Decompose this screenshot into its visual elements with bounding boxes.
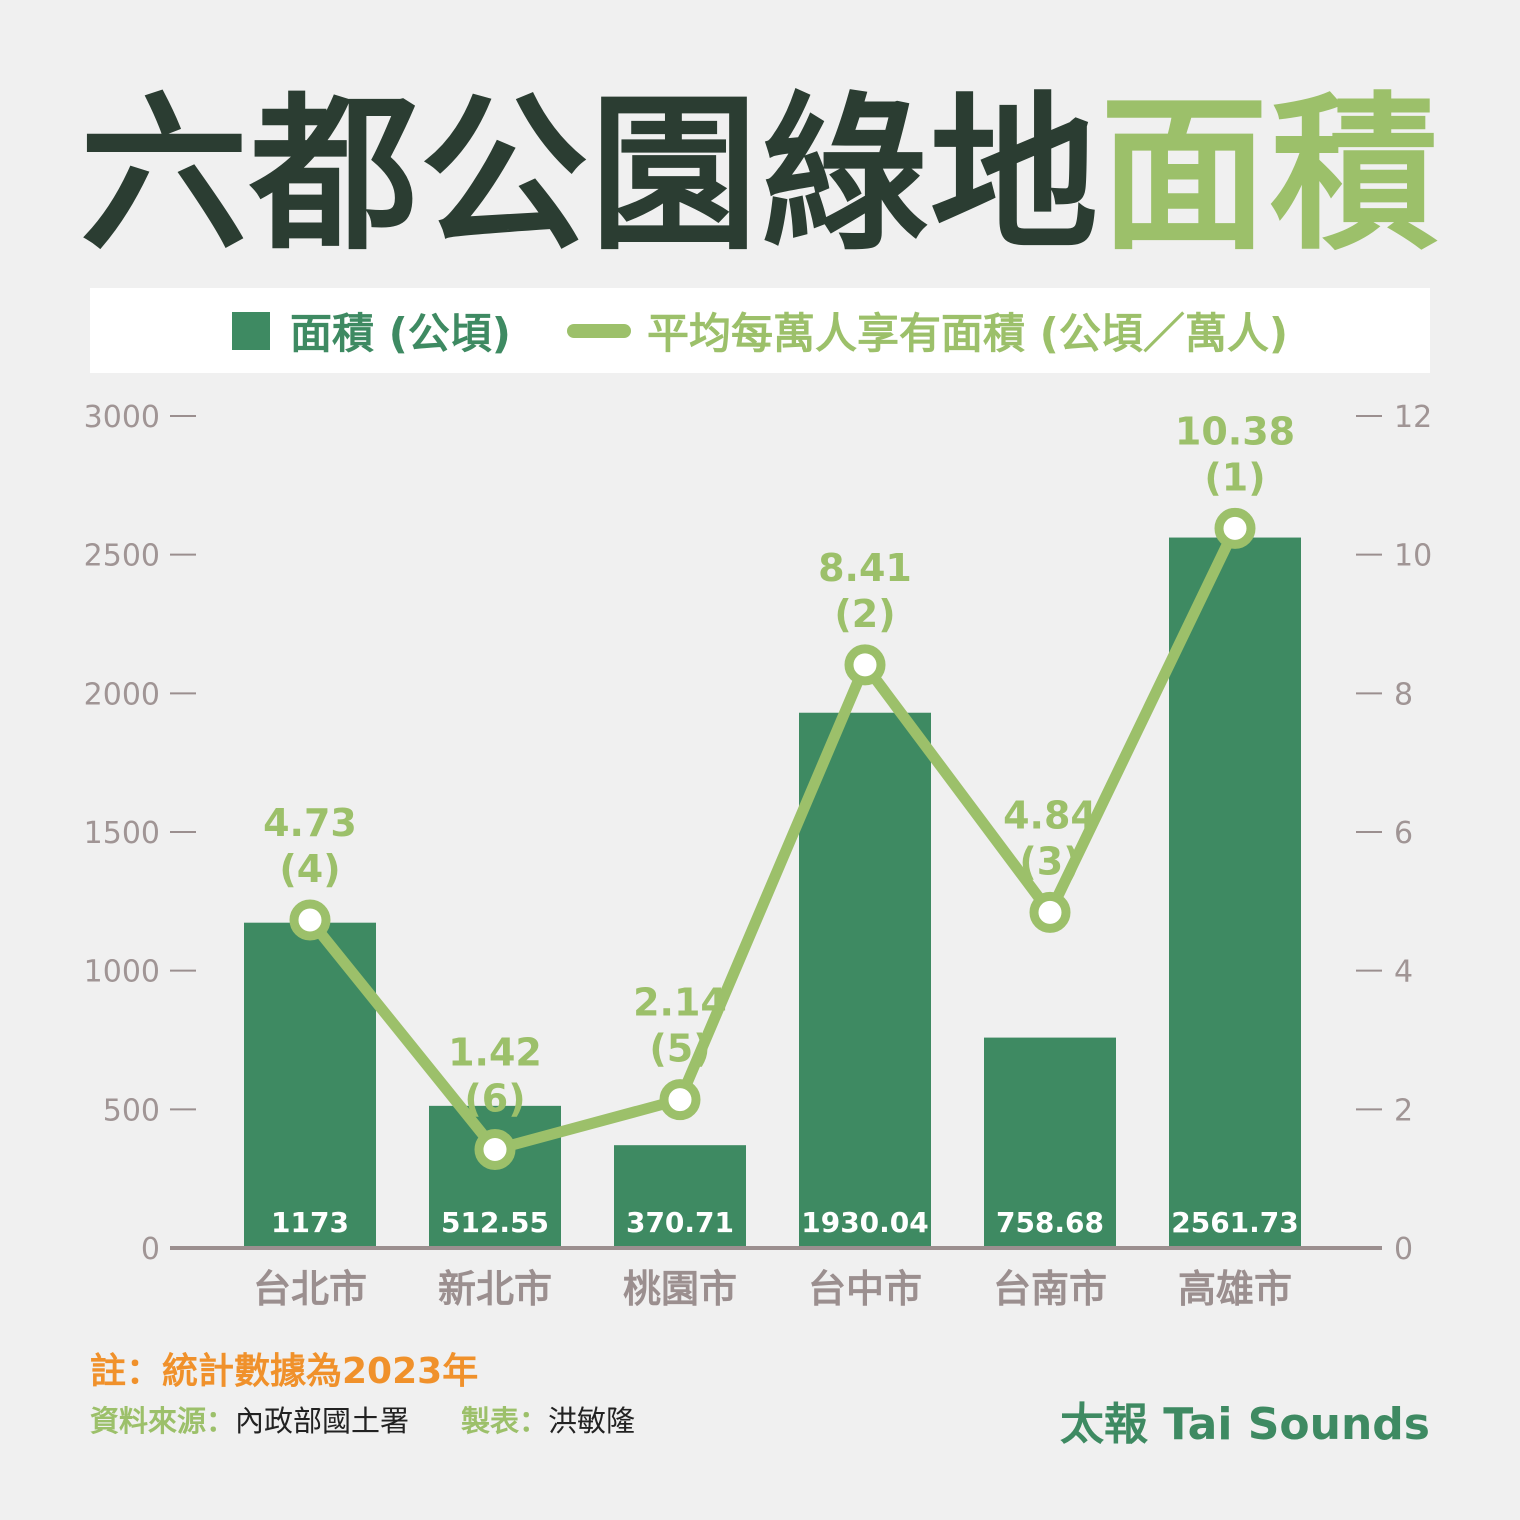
right-axis-tick-label: 12 xyxy=(1394,400,1432,435)
credits: 資料來源：內政部國土署 製表：洪敏隆 xyxy=(90,1398,635,1440)
right-axis-tick-label: 0 xyxy=(1394,1232,1413,1267)
bar-value-label: 2561.73 xyxy=(1171,1206,1299,1239)
line-value-label: 8.41 xyxy=(818,546,912,590)
line-point-1 xyxy=(289,899,331,941)
left-axis-tick-label: 1000 xyxy=(84,955,160,990)
right-axis-tick-label: 10 xyxy=(1394,539,1432,574)
line-point-6 xyxy=(1214,507,1256,549)
category-label: 新北市 xyxy=(438,1267,552,1311)
line-rank-label: (6) xyxy=(464,1077,525,1121)
left-axis-tick-label: 3000 xyxy=(84,400,160,435)
bar-value-label: 1173 xyxy=(271,1206,349,1239)
legend-item-per-capita: 平均每萬人享有面積 (公頃／萬人) xyxy=(567,300,1288,361)
left-axis-tick-label: 1500 xyxy=(84,816,160,851)
legend-bar-swatch xyxy=(231,311,270,350)
line-point-4 xyxy=(844,644,886,686)
right-axis-tick-label: 8 xyxy=(1394,677,1413,712)
right-axis-tick-label: 4 xyxy=(1394,955,1413,990)
data-year-note: 註：統計數據為2023年 xyxy=(90,1351,479,1392)
line-rank-label: (1) xyxy=(1204,455,1265,499)
category-label: 桃園市 xyxy=(623,1267,737,1311)
line-value-label: 2.14 xyxy=(633,981,727,1025)
line-rank-label: (5) xyxy=(649,1027,710,1071)
bar-4 xyxy=(799,712,931,1248)
chart-title: 六都公園綠地面積 xyxy=(0,60,1520,290)
category-label: 台北市 xyxy=(253,1267,367,1311)
line-value-label: 10.38 xyxy=(1175,409,1295,453)
category-label: 台中市 xyxy=(808,1267,922,1311)
maker-label: 製表： xyxy=(461,1404,549,1438)
line-rank-label: (4) xyxy=(279,847,340,891)
left-axis-tick-label: 2500 xyxy=(84,539,160,574)
line-point-2 xyxy=(474,1129,516,1171)
legend: 面積 (公頃) 平均每萬人享有面積 (公頃／萬人) xyxy=(90,288,1430,373)
bar-value-label: 1930.04 xyxy=(801,1206,929,1239)
line-value-label: 1.42 xyxy=(448,1031,542,1075)
left-axis-tick-label: 2000 xyxy=(84,677,160,712)
left-axis-tick-label: 500 xyxy=(103,1093,160,1128)
legend-item-area: 面積 (公頃) xyxy=(231,300,511,361)
legend-line-label: 平均每萬人享有面積 (公頃／萬人) xyxy=(647,309,1289,358)
line-value-label: 4.73 xyxy=(263,801,357,845)
line-rank-label: (2) xyxy=(834,592,895,636)
category-label: 台南市 xyxy=(993,1267,1107,1311)
bar-5 xyxy=(984,1037,1116,1248)
line-rank-label: (3) xyxy=(1019,839,1080,883)
legend-bar-label: 面積 (公頃) xyxy=(289,309,511,358)
category-label: 高雄市 xyxy=(1178,1267,1292,1311)
combo-chart: 0 500 1000 1500 2000 2500 3000 0 2 4 6 8 10 12 1173 512… xyxy=(84,400,1433,1311)
title-part-1: 六都公園綠地 xyxy=(80,77,1100,273)
title-part-2: 面積 xyxy=(1100,77,1440,273)
bar-value-label: 512.55 xyxy=(441,1206,549,1239)
bar-3 xyxy=(614,1145,746,1248)
left-axis-tick-label: 0 xyxy=(141,1232,160,1267)
source-value: 內政部國土署 xyxy=(235,1404,410,1438)
source-label: 資料來源： xyxy=(90,1404,236,1438)
line-point-5 xyxy=(1029,891,1071,933)
line-value-label: 4.84 xyxy=(1003,793,1097,837)
bar-value-label: 370.71 xyxy=(626,1206,734,1239)
right-axis-tick-label: 6 xyxy=(1394,816,1413,851)
brand-logo-text: 太報 Tai Sounds xyxy=(1059,1399,1430,1450)
per-capita-line xyxy=(304,522,1241,1156)
bar-value-label: 758.68 xyxy=(996,1206,1104,1239)
bar-6 xyxy=(1169,537,1301,1248)
right-axis-tick-label: 2 xyxy=(1394,1093,1413,1128)
maker-value: 洪敏隆 xyxy=(548,1404,636,1438)
legend-line-swatch xyxy=(567,323,631,338)
line-point-3 xyxy=(659,1079,701,1121)
